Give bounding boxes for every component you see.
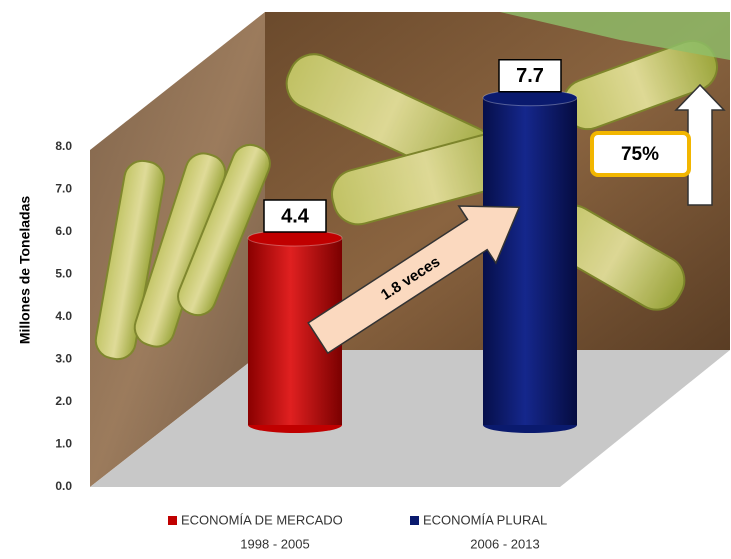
- x-tick-label: 1998 - 2005: [240, 536, 309, 551]
- annotation-box: [590, 131, 691, 177]
- y-axis-title: Millones de Toneladas: [17, 196, 33, 345]
- y-tick-label: 7.0: [55, 182, 72, 196]
- value-label: 7.7: [516, 65, 544, 87]
- legend-swatch: [168, 516, 177, 525]
- value-label-box: [263, 199, 327, 233]
- legend-label: ECONOMÍA DE MERCADO: [181, 512, 343, 527]
- legend-label: ECONOMÍA PLURAL: [423, 512, 547, 527]
- annotation: 75%: [621, 144, 659, 165]
- y-tick-label: 3.0: [55, 352, 72, 366]
- y-tick-label: 8.0: [55, 139, 72, 153]
- y-tick-label: 0.0: [55, 479, 72, 493]
- value-label-box: [498, 59, 562, 93]
- y-tick-label: 1.0: [55, 437, 72, 451]
- growth-arrow: 1.8 veces: [307, 205, 521, 355]
- value-label: 4.4: [281, 205, 310, 227]
- y-tick-label: 6.0: [55, 224, 72, 238]
- x-tick-label: 2006 - 2013: [470, 536, 539, 551]
- y-tick-label: 2.0: [55, 394, 72, 408]
- legend-swatch: [410, 516, 419, 525]
- y-tick-label: 4.0: [55, 309, 72, 323]
- y-tick-label: 5.0: [55, 267, 72, 281]
- background: [90, 12, 730, 487]
- bar: [483, 97, 577, 425]
- arrow-shape: [307, 205, 521, 355]
